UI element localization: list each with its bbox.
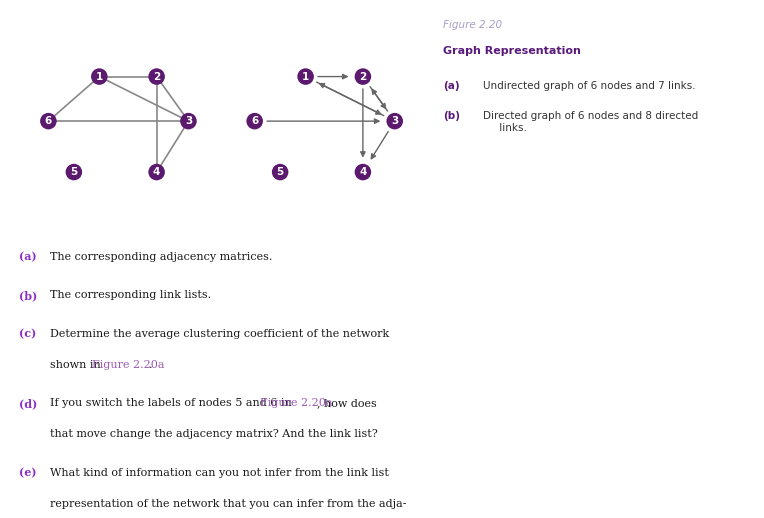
Text: Determine the average clustering coefficient of the network: Determine the average clustering coeffic… xyxy=(50,328,390,339)
Text: Graph Representation: Graph Representation xyxy=(443,46,581,56)
Text: (a): (a) xyxy=(443,81,460,91)
Circle shape xyxy=(148,68,165,85)
Text: The corresponding link lists.: The corresponding link lists. xyxy=(50,290,212,300)
Text: Directed graph of 6 nodes and 8 directed
     links.: Directed graph of 6 nodes and 8 directed… xyxy=(483,111,698,133)
Circle shape xyxy=(148,164,165,180)
Text: (c): (c) xyxy=(19,328,36,340)
Text: , how does: , how does xyxy=(317,398,377,408)
Text: (a): (a) xyxy=(19,252,37,263)
Text: Figure 2.20a: Figure 2.20a xyxy=(92,359,165,369)
Text: that move change the adjacency matrix? And the link list?: that move change the adjacency matrix? A… xyxy=(50,429,378,439)
Text: The corresponding adjacency matrices.: The corresponding adjacency matrices. xyxy=(50,252,273,262)
Text: Figure 2.20: Figure 2.20 xyxy=(443,20,502,30)
Text: Figure 2.20a: Figure 2.20a xyxy=(261,398,333,408)
Text: 1: 1 xyxy=(302,71,309,81)
Circle shape xyxy=(354,164,371,180)
Text: 5: 5 xyxy=(277,167,283,177)
Text: (b): (b) xyxy=(19,290,37,301)
Circle shape xyxy=(272,164,289,180)
Text: If you switch the labels of nodes 5 and 6 in: If you switch the labels of nodes 5 and … xyxy=(50,398,296,408)
Text: 6: 6 xyxy=(45,116,52,126)
Text: 6: 6 xyxy=(251,116,258,126)
Text: 5: 5 xyxy=(70,167,77,177)
Text: (e): (e) xyxy=(19,468,37,479)
Text: shown in: shown in xyxy=(50,359,105,369)
Text: representation of the network that you can infer from the adja-: representation of the network that you c… xyxy=(50,498,407,509)
Text: 2: 2 xyxy=(359,71,367,81)
Text: 3: 3 xyxy=(391,116,398,126)
Circle shape xyxy=(91,68,108,85)
Circle shape xyxy=(180,113,197,130)
Text: 2: 2 xyxy=(153,71,160,81)
Circle shape xyxy=(40,113,57,130)
Circle shape xyxy=(297,68,314,85)
Text: 1: 1 xyxy=(96,71,103,81)
Text: .: . xyxy=(149,359,152,369)
Circle shape xyxy=(66,164,83,180)
Text: Undirected graph of 6 nodes and 7 links.: Undirected graph of 6 nodes and 7 links. xyxy=(483,81,695,91)
Text: 4: 4 xyxy=(153,167,160,177)
Text: 4: 4 xyxy=(359,167,367,177)
Text: (d): (d) xyxy=(19,398,37,409)
Text: 3: 3 xyxy=(185,116,192,126)
Text: (b): (b) xyxy=(443,111,460,121)
Circle shape xyxy=(246,113,263,130)
Circle shape xyxy=(354,68,371,85)
Circle shape xyxy=(387,113,403,130)
Text: What kind of information can you not infer from the link list: What kind of information can you not inf… xyxy=(50,468,390,478)
